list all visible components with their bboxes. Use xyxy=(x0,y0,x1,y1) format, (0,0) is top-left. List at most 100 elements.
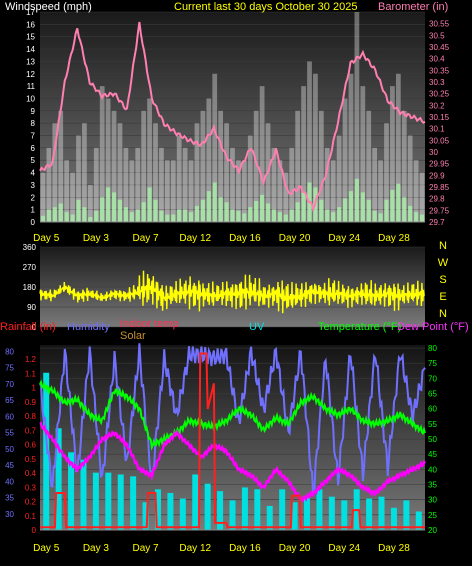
uv-bar xyxy=(217,491,224,530)
wind-avg-bar xyxy=(40,215,46,222)
wind-avg-bar xyxy=(82,207,87,222)
uv-bar xyxy=(390,507,397,530)
wind-gust-bar xyxy=(230,147,235,222)
temp-y-tick-label: 55 xyxy=(428,420,437,429)
wind-avg-bar xyxy=(419,214,425,222)
dew-point-line xyxy=(39,421,426,503)
uv-bar xyxy=(68,452,75,530)
wind-gust-bar xyxy=(52,123,58,222)
wind-gust-bar xyxy=(105,98,111,222)
uv-bar xyxy=(92,472,99,530)
wind-gust-bar xyxy=(360,86,366,222)
wind-x-tick-label: Day 7 xyxy=(133,233,160,244)
wind-avg-bar xyxy=(337,207,342,222)
wind-avg-bar xyxy=(206,191,211,222)
wind-x-tick-label: Day 12 xyxy=(179,233,211,244)
barometer-y-tick-label: 30.05 xyxy=(429,136,450,145)
wind-avg-bar xyxy=(46,209,51,222)
compass-label: W xyxy=(438,257,449,269)
temperature-label: Temperature (°F) xyxy=(318,321,401,333)
humidity-y-tick-label: 65 xyxy=(5,396,14,405)
rain-y-tick-label: 0.4 xyxy=(25,469,37,478)
temp-y-tick-label: 25 xyxy=(428,511,437,520)
rainfall-label: Rainfall (in) xyxy=(0,321,56,333)
wind-avg-bar xyxy=(248,207,253,222)
wind-gust-bar xyxy=(313,73,318,222)
barometer-y-tick-label: 29.85 xyxy=(429,183,450,192)
temp-x-tick-label: Day 28 xyxy=(378,543,410,554)
barometer-y-tick-label: 29.9 xyxy=(429,171,445,180)
wind-y-tick-label: 11 xyxy=(27,82,36,91)
wind-avg-bar xyxy=(378,213,383,222)
wind-gust-bar xyxy=(93,147,99,222)
uv-bar xyxy=(105,472,112,530)
wind-avg-bar xyxy=(366,199,371,222)
wind-gust-bar xyxy=(241,160,247,222)
wind-axis-title: Windspeed (mph) xyxy=(5,1,92,13)
wind-avg-bar xyxy=(70,214,75,222)
wind-avg-bar xyxy=(265,203,271,222)
wind-avg-bar xyxy=(52,207,57,222)
wind-gust-bar xyxy=(58,110,64,222)
wind-avg-bar xyxy=(295,202,300,222)
wind-avg-bar xyxy=(319,199,324,222)
wind-avg-bar xyxy=(188,212,194,222)
uv-bar xyxy=(204,483,211,530)
wind-gust-bar xyxy=(153,123,158,222)
barometer-y-tick-label: 30.3 xyxy=(429,78,445,87)
wind-gust-bar xyxy=(330,160,336,222)
humidity-y-tick-label: 40 xyxy=(5,477,14,486)
uv-bar xyxy=(130,476,137,530)
solar-label: Solar xyxy=(120,330,146,342)
temp-x-tick-label: Day 12 xyxy=(179,543,211,554)
wind-gust-bar xyxy=(289,147,295,222)
wind-gust-bar xyxy=(40,172,46,222)
wind-gust-bar xyxy=(135,147,141,222)
wind-avg-bar xyxy=(277,212,282,222)
wind-gust-bar xyxy=(390,86,395,222)
wind-avg-bar xyxy=(342,198,348,222)
wind-gust-bar xyxy=(188,160,194,222)
uv-bar xyxy=(254,489,261,530)
wind-x-tick-label: Day 24 xyxy=(328,233,360,244)
wind-y-tick-label: 7 xyxy=(31,132,36,141)
uv-bar xyxy=(55,428,62,530)
wind-avg-bar xyxy=(354,178,359,222)
direction-y-tick-label: 270 xyxy=(23,263,37,272)
wind-avg-bar xyxy=(147,187,152,222)
temp-y-tick-label: 50 xyxy=(428,435,437,444)
direction-y-tick-label: 0 xyxy=(32,323,37,332)
wind-gust-bar xyxy=(194,123,200,222)
wind-avg-bar xyxy=(94,210,99,222)
wind-gust-bar xyxy=(218,110,224,222)
wind-avg-bar xyxy=(390,189,395,222)
wind-avg-bar xyxy=(372,210,377,222)
temp-y-tick-label: 30 xyxy=(428,496,437,505)
wind-avg-bar xyxy=(194,205,200,222)
wind-gust-bar xyxy=(401,110,407,222)
rain-y-tick-label: 0.6 xyxy=(25,441,37,450)
barometer-y-tick-label: 29.7 xyxy=(429,218,445,227)
wind-y-tick-label: 16 xyxy=(26,20,35,29)
wind-avg-bar xyxy=(171,214,176,222)
dew-point-label: Dew Point (°F) xyxy=(397,321,469,333)
wind-gust-bar xyxy=(413,160,419,222)
uv-label: UV xyxy=(249,321,265,333)
wind-avg-bar xyxy=(100,197,105,222)
wind-gust-bar xyxy=(99,86,105,222)
wind-avg-bar xyxy=(106,187,111,222)
wind-gust-bar xyxy=(82,123,87,222)
uv-bar xyxy=(80,459,87,530)
wind-gust-bar xyxy=(318,110,324,222)
wind-x-tick-label: Day 20 xyxy=(279,233,311,244)
wind-avg-bar xyxy=(331,212,336,222)
wind-gust-bar xyxy=(224,123,229,222)
temp-y-tick-label: 45 xyxy=(428,450,437,459)
temp-y-tick-label: 70 xyxy=(428,374,437,383)
rain-y-tick-label: 0.8 xyxy=(25,412,37,421)
wind-gust-bar xyxy=(342,98,348,222)
wind-gust-bar xyxy=(212,73,218,222)
wind-gust-bar xyxy=(164,160,170,222)
temp-x-tick-label: Day 7 xyxy=(133,543,160,554)
wind-y-tick-label: 15 xyxy=(26,33,35,42)
